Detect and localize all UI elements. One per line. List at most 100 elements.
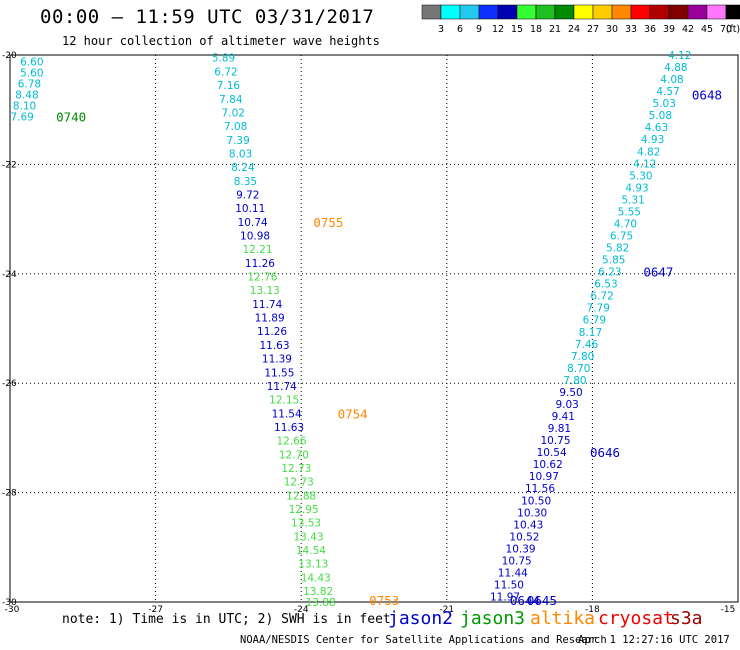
swh-value-label: 10.43	[513, 519, 543, 531]
swh-value-label: 4.12	[633, 158, 656, 170]
legend-item-jason3: jason3	[460, 608, 526, 629]
swh-value-label: 10.50	[521, 495, 551, 507]
colorbar-swatch	[687, 4, 708, 20]
pass-time-label: 0740	[56, 109, 86, 124]
colorbar-label: 3	[438, 24, 444, 35]
swh-value-label: 4.08	[660, 74, 683, 86]
swh-value-label: 6.53	[594, 279, 617, 291]
map-frame	[9, 54, 739, 603]
legend-item-jason2: jason2	[388, 608, 454, 629]
swh-value-label: 13.13	[250, 285, 280, 297]
swh-value-label: 6.72	[214, 66, 237, 78]
swh-value-label: 8.48	[15, 89, 38, 101]
colorbar-label: 42	[682, 24, 694, 35]
colorbar-label: 24	[568, 24, 580, 35]
legend-item-altika: altika	[530, 608, 596, 629]
swh-value-label: 6.72	[590, 291, 613, 303]
legend-item-cryosat: cryosat	[598, 608, 674, 629]
axis-ticks: -20 -22 -24 -26 -28 -30-30 -27 -24 -21 -18 -15	[2, 51, 735, 615]
swh-value-label: 4.12	[668, 50, 691, 62]
legend-item-s3a: s3a	[670, 608, 703, 629]
lat-tick-label: -26	[2, 379, 17, 389]
colorbar-swatch	[421, 4, 442, 20]
swh-value-label: 9.72	[236, 189, 259, 201]
swh-value-label: 10.97	[529, 471, 559, 483]
pass-time-label: 0646	[590, 445, 620, 460]
swh-value-label: 11.39	[262, 354, 292, 366]
colorbar-label: 9	[476, 24, 482, 35]
swh-value-label: 5.89	[212, 53, 235, 65]
swh-value-label: 5.30	[629, 170, 652, 182]
colorbar-label: 33	[625, 24, 637, 35]
swh-value-label: 4.93	[625, 182, 648, 194]
swh-value-label: 8.35	[234, 176, 257, 188]
swh-value-label: 7.16	[217, 80, 241, 92]
colorbar-label: 12	[492, 24, 504, 35]
colorbar-swatch	[668, 4, 689, 20]
swh-value-label: 10.52	[509, 531, 539, 543]
swh-value-label: 4.63	[645, 122, 668, 134]
swh-value-label: 13.88	[306, 597, 336, 609]
swh-value-label: 11.63	[274, 422, 304, 434]
swh-value-label: 14.43	[301, 572, 331, 584]
swh-value-label: 10.75	[540, 435, 570, 447]
swh-value-label: 10.30	[517, 507, 547, 519]
swh-value-label: 11.54	[272, 408, 302, 420]
colorbar-swatch	[459, 4, 480, 20]
swh-value-label: 4.82	[637, 146, 660, 158]
colorbar-label: 30	[606, 24, 618, 35]
swh-value-label: 11.44	[498, 567, 528, 579]
swh-value-label: 11.74	[252, 299, 282, 311]
swh-value-label: 4.88	[664, 62, 687, 74]
note-text: note: 1) Time is in UTC; 2) SWH is in fe…	[62, 612, 391, 627]
footer-timestamp: Apr 1 12:27:16 UTC 2017	[578, 634, 730, 646]
swh-value-label: 10.98	[240, 231, 270, 243]
swh-value-label: 5.60	[20, 68, 43, 80]
swh-value-label: 4.57	[656, 86, 679, 98]
swh-value-label: 14.54	[296, 545, 326, 557]
swh-value-label: 6.79	[583, 315, 606, 327]
colorbar-swatch	[440, 4, 461, 20]
colorbar-swatch	[725, 4, 740, 20]
swh-value-label: 10.54	[537, 447, 567, 459]
lon-tick-label: -18	[585, 605, 600, 615]
lat-tick-label: -30	[2, 598, 17, 608]
swh-value-label: 13.53	[291, 518, 321, 530]
swh-value-label: 7.69	[10, 111, 33, 123]
swh-value-label: 10.39	[506, 543, 536, 555]
swh-value-label: 11.97	[490, 592, 520, 604]
swh-value-label: 8.10	[13, 100, 36, 112]
colorbar-swatch	[592, 4, 613, 20]
map-grid	[10, 55, 738, 602]
swh-value-label: 8.03	[229, 148, 252, 160]
swh-value-label: 6.23	[598, 267, 621, 279]
swh-value-label: 12.70	[279, 449, 309, 461]
swh-values: 6.605.606.788.488.107.69 07405.896.727.16…	[10, 50, 722, 609]
pass-time-label: 0754	[338, 406, 368, 421]
swh-value-label: 9.03	[555, 399, 578, 411]
swh-value-label: 7.39	[226, 135, 249, 147]
swh-value-label: 12.95	[289, 504, 319, 516]
swh-value-label: 5.31	[621, 194, 644, 206]
colorbar-label: 27	[587, 24, 599, 35]
colorbar: 3 6 9 12 15 18 21 24 27 30 33 36 39 42 45 70(ft)	[421, 4, 740, 35]
swh-value-label: 7.46	[575, 339, 599, 351]
colorbar-swatch	[611, 4, 632, 20]
swh-value-label: 11.89	[255, 313, 285, 325]
swh-value-label: 13.43	[293, 531, 323, 543]
colorbar-label: 45	[701, 24, 713, 35]
swh-value-label: 10.11	[235, 203, 265, 215]
pass-time-label: 0755	[313, 215, 343, 230]
colorbar-label: 6	[457, 24, 463, 35]
swh-value-label: 6.60	[20, 57, 43, 69]
colorbar-swatch	[497, 4, 518, 20]
swh-value-label: 9.81	[548, 423, 571, 435]
colorbar-swatch	[516, 4, 537, 20]
swh-value-label: 10.74	[238, 217, 268, 229]
swh-value-label: 9.50	[559, 387, 582, 399]
swh-value-label: 12.76	[247, 272, 277, 284]
colorbar-swatch	[706, 4, 727, 20]
lat-tick-label: -22	[2, 160, 17, 170]
swh-value-label: 12.21	[242, 244, 272, 256]
